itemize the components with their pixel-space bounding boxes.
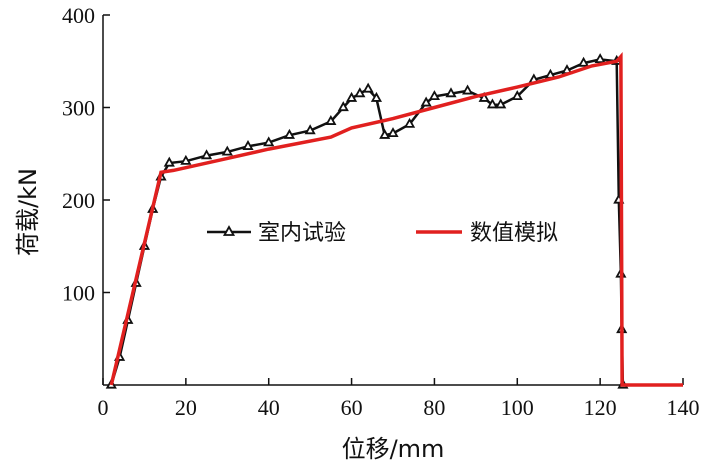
data-point bbox=[478, 91, 490, 102]
x-tick-label: 20 bbox=[175, 395, 197, 420]
data-point bbox=[345, 91, 358, 102]
x-tick-label: 120 bbox=[584, 395, 617, 420]
data-point bbox=[163, 156, 175, 167]
data-point bbox=[354, 87, 366, 98]
series-layer bbox=[105, 52, 683, 389]
data-point bbox=[403, 117, 416, 128]
data-point bbox=[242, 140, 254, 150]
data-point bbox=[577, 56, 590, 67]
x-tick-label: 140 bbox=[667, 395, 700, 420]
data-point bbox=[283, 128, 296, 139]
data-point bbox=[428, 90, 441, 100]
data-point bbox=[362, 82, 374, 93]
x-tick-label: 80 bbox=[423, 395, 445, 420]
data-point bbox=[495, 98, 507, 109]
data-point bbox=[180, 154, 192, 165]
data-point bbox=[511, 90, 523, 100]
y-tick-label: 100 bbox=[62, 281, 95, 306]
data-point bbox=[461, 84, 474, 95]
data-point bbox=[379, 128, 391, 139]
data-point bbox=[221, 145, 233, 156]
series-line bbox=[109, 52, 683, 387]
legend-marker-1 bbox=[222, 225, 236, 236]
data-point bbox=[263, 136, 275, 147]
x-tick-label: 0 bbox=[98, 395, 109, 420]
y-tick-label: 200 bbox=[62, 188, 95, 213]
x-tick-label: 40 bbox=[258, 395, 280, 420]
legend-label-1: 室内试验 bbox=[258, 221, 346, 246]
data-point bbox=[200, 149, 213, 160]
data-point bbox=[387, 127, 399, 138]
x-tick-label: 100 bbox=[501, 395, 534, 420]
legend: 室内试验 数值模拟 bbox=[207, 221, 558, 246]
y-axis-title: 荷载/kN bbox=[14, 168, 42, 256]
data-point bbox=[420, 96, 432, 107]
x-axis-title: 位移/mm bbox=[342, 435, 445, 463]
legend-label-2: 数值模拟 bbox=[470, 221, 558, 246]
x-tick-label: 60 bbox=[341, 395, 363, 420]
data-point bbox=[445, 87, 457, 98]
y-tick-label: 400 bbox=[62, 3, 95, 28]
data-point bbox=[304, 124, 316, 135]
data-point bbox=[370, 91, 383, 102]
y-tick-label: 300 bbox=[62, 96, 95, 121]
data-point bbox=[337, 101, 349, 112]
series-2 bbox=[109, 52, 683, 387]
data-point bbox=[325, 115, 337, 125]
data-point bbox=[486, 98, 499, 109]
data-point bbox=[594, 53, 606, 63]
axes: 0 20 40 60 80 100 120 140 100 200 300 400 bbox=[62, 3, 700, 420]
